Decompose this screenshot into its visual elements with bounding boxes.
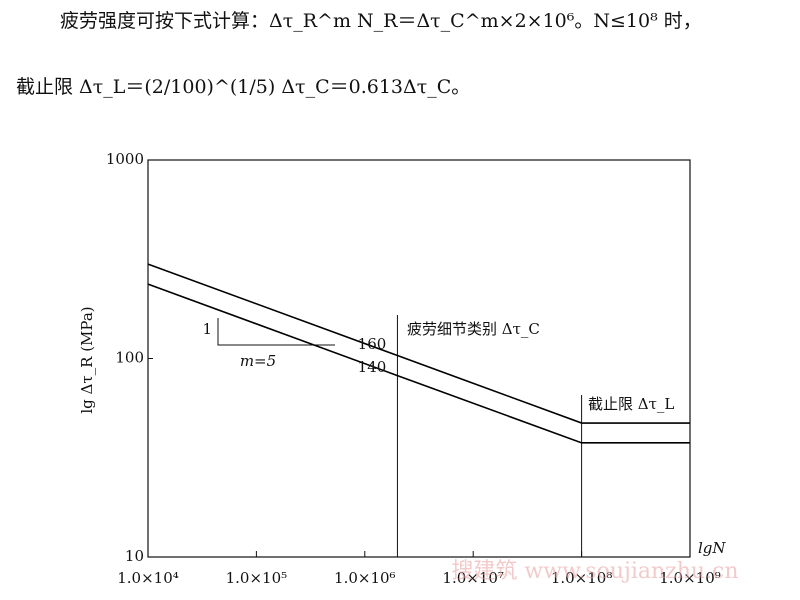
annotation: 疲劳细节类别 Δτ_C — [407, 320, 540, 338]
watermark: 搜建筑 www.soujianzhu.cn — [451, 559, 738, 584]
x-tick-label: 1.0×10⁷ — [442, 569, 504, 587]
plot-frame — [147, 159, 691, 558]
slope-triangle — [217, 318, 335, 346]
annotation: 截止限 Δτ_L — [588, 395, 674, 413]
y-tick-label: 10 — [125, 547, 144, 565]
series-label: 140 — [358, 358, 387, 376]
x-tick-label: 1.0×10⁵ — [226, 569, 288, 587]
x-tick-label: 1.0×10⁸ — [551, 569, 613, 587]
x-tick-label: 1.0×10⁶ — [334, 569, 396, 587]
x-tick-label: 1.0×10⁴ — [117, 569, 179, 587]
x-axis-label: lgN — [698, 539, 726, 557]
series-line — [147, 283, 690, 444]
x-tick-label: 1.0×10⁹ — [659, 569, 721, 587]
series-line — [147, 263, 690, 424]
paragraph-line: 疲劳强度可按下式计算：Δτ_R^m N_R＝Δτ_C^m×2×10⁶。N≤10⁸… — [60, 10, 702, 32]
y-tick-label: 1000 — [106, 150, 144, 168]
annotation: 1 — [202, 320, 212, 338]
y-axis-label: lg Δτ_R (MPa) — [78, 306, 96, 413]
series-label: 160 — [358, 335, 387, 353]
paragraph-line: 截止限 Δτ_L＝(2/100)^(1/5) Δτ_C＝0.613Δτ_C。 — [16, 76, 470, 98]
annotation: m=5 — [240, 352, 276, 370]
y-tick-label: 100 — [115, 349, 144, 367]
